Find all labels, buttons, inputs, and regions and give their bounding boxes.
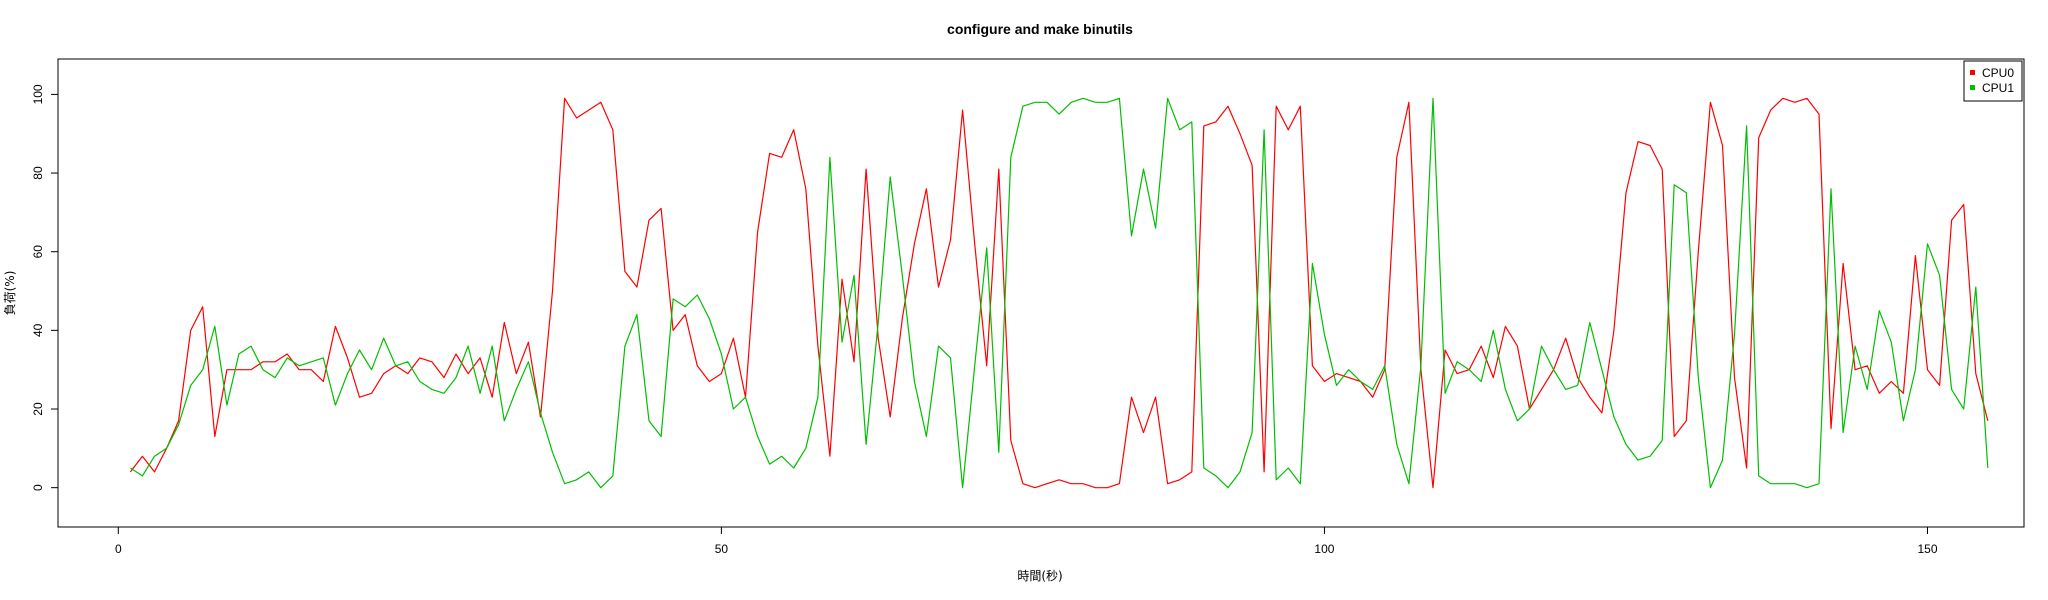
y-tick-label: 0 bbox=[31, 484, 45, 491]
legend-label-cpu1: CPU1 bbox=[1982, 81, 2014, 95]
series-line-cpu0 bbox=[129, 97, 1989, 489]
plot-frame bbox=[57, 58, 2025, 528]
y-tick-label: 60 bbox=[31, 245, 45, 259]
series-group bbox=[129, 97, 1989, 489]
legend-box bbox=[1963, 60, 2023, 102]
x-tick-label: 150 bbox=[1917, 542, 1937, 556]
x-tick-label: 100 bbox=[1314, 542, 1334, 556]
series-line-cpu1 bbox=[130, 97, 1989, 489]
chart-title: configure and make binutils bbox=[947, 21, 1133, 37]
y-tick-label: 100 bbox=[31, 84, 45, 104]
x-axis: 0 50 100 150 bbox=[115, 527, 1938, 556]
x-tick-label: 0 bbox=[115, 542, 122, 556]
legend-swatch-cpu0 bbox=[1970, 70, 1975, 75]
y-axis: 0 20 40 60 80 100 bbox=[31, 84, 58, 491]
y-tick-label: 20 bbox=[31, 402, 45, 416]
y-tick-label: 80 bbox=[31, 166, 45, 180]
y-tick-label: 40 bbox=[31, 323, 45, 337]
legend-swatch-cpu1 bbox=[1970, 85, 1975, 90]
x-tick-label: 50 bbox=[715, 542, 729, 556]
x-axis-label: 時間(秒) bbox=[1017, 569, 1062, 583]
legend-label-cpu0: CPU0 bbox=[1982, 66, 2014, 80]
y-axis-label: 負荷(%) bbox=[3, 271, 17, 316]
